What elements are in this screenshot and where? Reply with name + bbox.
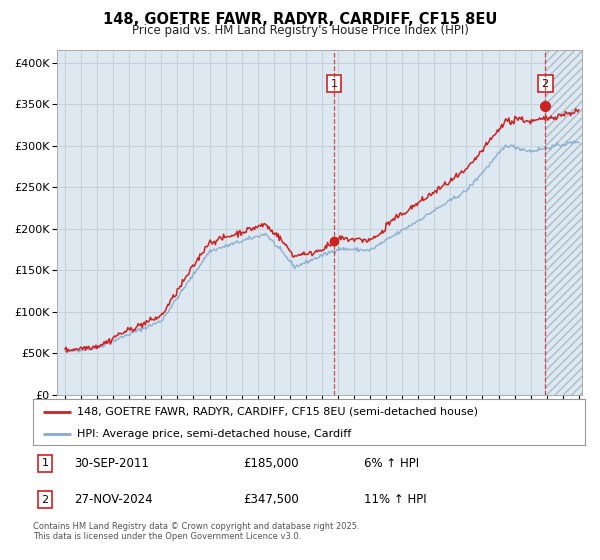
Text: 30-SEP-2011: 30-SEP-2011 <box>74 457 149 470</box>
Text: 1: 1 <box>41 459 49 468</box>
Text: 148, GOETRE FAWR, RADYR, CARDIFF, CF15 8EU: 148, GOETRE FAWR, RADYR, CARDIFF, CF15 8… <box>103 12 497 27</box>
Bar <box>545 50 598 395</box>
Text: £347,500: £347,500 <box>243 493 299 506</box>
Text: Price paid vs. HM Land Registry's House Price Index (HPI): Price paid vs. HM Land Registry's House … <box>131 24 469 37</box>
Text: 6% ↑ HPI: 6% ↑ HPI <box>364 457 419 470</box>
Bar <box>545 46 598 395</box>
Text: 11% ↑ HPI: 11% ↑ HPI <box>364 493 427 506</box>
Text: 2: 2 <box>542 78 548 88</box>
Text: 1: 1 <box>331 78 337 88</box>
Text: 148, GOETRE FAWR, RADYR, CARDIFF, CF15 8EU (semi-detached house): 148, GOETRE FAWR, RADYR, CARDIFF, CF15 8… <box>77 407 478 417</box>
Text: Contains HM Land Registry data © Crown copyright and database right 2025.
This d: Contains HM Land Registry data © Crown c… <box>33 522 359 542</box>
Text: 2: 2 <box>41 495 49 505</box>
Text: £185,000: £185,000 <box>243 457 298 470</box>
Text: HPI: Average price, semi-detached house, Cardiff: HPI: Average price, semi-detached house,… <box>77 428 352 438</box>
Text: 27-NOV-2024: 27-NOV-2024 <box>74 493 153 506</box>
